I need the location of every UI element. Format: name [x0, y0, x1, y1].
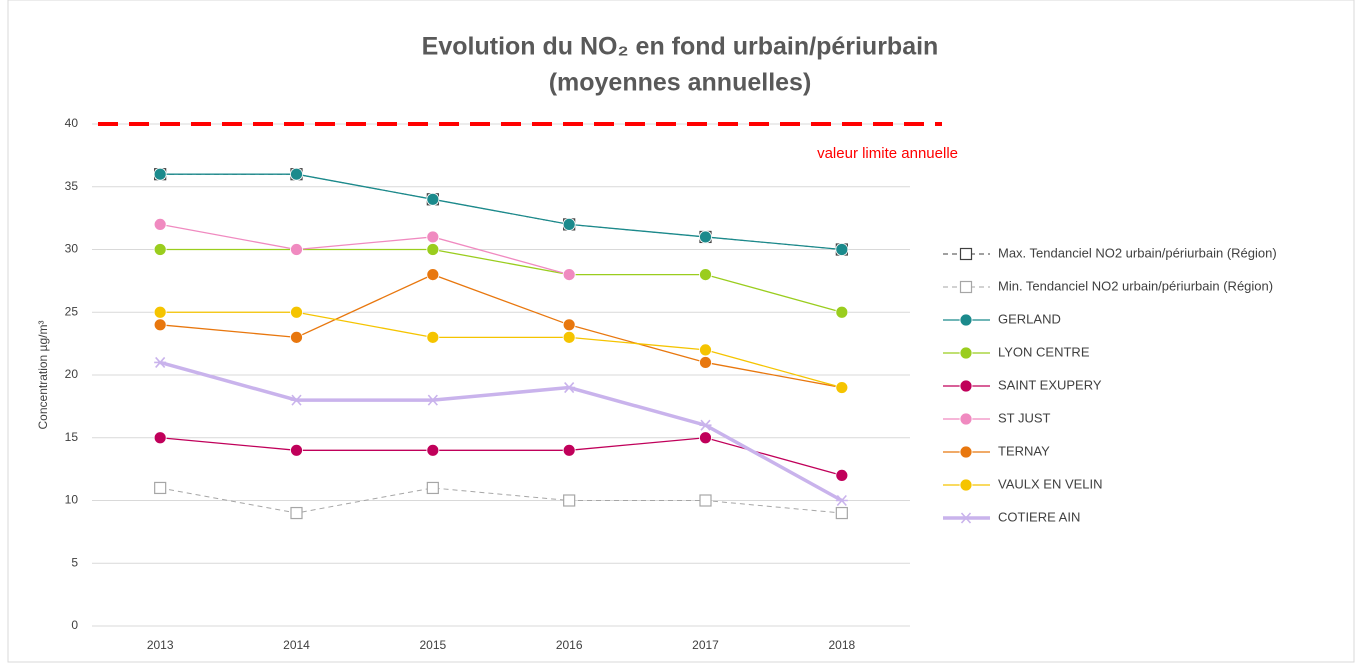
legend-label: Max. Tendanciel NO2 urbain/périurbain (R… [998, 245, 1277, 260]
marker [699, 343, 712, 357]
legend-marker [959, 379, 973, 393]
y-tick-label: 35 [65, 179, 79, 193]
chart-subtitle: (moyennes annuelles) [549, 69, 812, 97]
legend-marker [959, 280, 973, 294]
marker [290, 394, 303, 406]
marker [835, 494, 848, 507]
marker [563, 494, 576, 507]
legend-marker [959, 478, 973, 492]
marker [835, 243, 849, 256]
marker [153, 243, 167, 256]
marker [699, 419, 712, 431]
marker [153, 431, 167, 445]
legend-label: VAULX EN VELIN [998, 476, 1103, 491]
legend-marker [959, 313, 973, 327]
marker [562, 443, 576, 457]
marker [699, 356, 712, 369]
series-line [160, 311, 843, 389]
marker [835, 468, 849, 482]
chart-border [7, 0, 1355, 663]
legend-label: GERLAND [998, 311, 1061, 326]
marker [426, 230, 440, 244]
marker [699, 494, 712, 507]
series-line [160, 437, 843, 477]
marker [426, 243, 440, 256]
marker [290, 330, 303, 344]
legend-marker [959, 346, 973, 360]
marker [426, 192, 440, 206]
series-line [160, 273, 842, 389]
marker [562, 217, 576, 231]
series-line [160, 223, 570, 276]
y-tick-label: 0 [71, 618, 78, 632]
x-tick-label: 2014 [283, 638, 310, 652]
marker [290, 167, 303, 181]
series-line [160, 248, 843, 313]
marker [290, 443, 303, 457]
y-tick-label: 20 [65, 367, 79, 381]
marker [426, 330, 440, 344]
marker [154, 481, 167, 495]
chart-title: Evolution du NO₂ en fond urbain/périurba… [422, 33, 939, 61]
marker [426, 394, 439, 406]
y-tick-label: 40 [65, 116, 79, 130]
y-tick-label: 30 [65, 242, 79, 256]
x-tick-label: 2017 [692, 638, 719, 652]
x-tick-label: 2013 [147, 638, 174, 652]
marker [426, 443, 440, 457]
y-tick-label: 5 [71, 555, 78, 569]
y-tick-label: 25 [65, 304, 79, 318]
marker [290, 305, 303, 319]
legend-marker [959, 247, 973, 261]
x-tick-label: 2018 [828, 638, 855, 652]
y-tick-label: 15 [65, 430, 79, 444]
marker [153, 305, 167, 319]
series-line [160, 487, 842, 514]
x-tick-label: 2016 [556, 638, 583, 652]
marker [154, 356, 167, 368]
marker [290, 506, 303, 520]
marker [426, 268, 440, 282]
marker [562, 330, 576, 344]
marker [562, 318, 576, 332]
marker [835, 381, 849, 394]
legend-marker [959, 445, 973, 459]
marker [290, 243, 303, 256]
legend-label: LYON CENTRE [998, 344, 1090, 359]
legend-marker [959, 412, 973, 426]
series-line [160, 173, 842, 251]
marker [562, 268, 576, 282]
marker [699, 230, 712, 244]
marker [699, 268, 712, 282]
legend-label: SAINT EXUPERY [998, 377, 1102, 392]
marker [426, 481, 439, 495]
marker [699, 431, 712, 445]
marker [153, 318, 167, 332]
legend-label: TERNAY [998, 443, 1050, 458]
series-line [159, 360, 843, 503]
marker [153, 217, 167, 231]
legend-label: COTIERE AIN [998, 509, 1080, 524]
marker [835, 506, 848, 520]
y-axis-label: Concentration µg/m³ [36, 321, 50, 430]
reference-label: valeur limite annuelle [817, 145, 958, 162]
marker [835, 305, 849, 319]
marker [153, 167, 167, 181]
legend-label: Min. Tendanciel NO2 urbain/périurbain (R… [998, 278, 1273, 293]
marker [563, 382, 576, 394]
x-tick-label: 2015 [419, 638, 446, 652]
legend-label: ST JUST [998, 410, 1051, 425]
y-tick-label: 10 [65, 493, 79, 507]
legend-marker [960, 512, 972, 524]
